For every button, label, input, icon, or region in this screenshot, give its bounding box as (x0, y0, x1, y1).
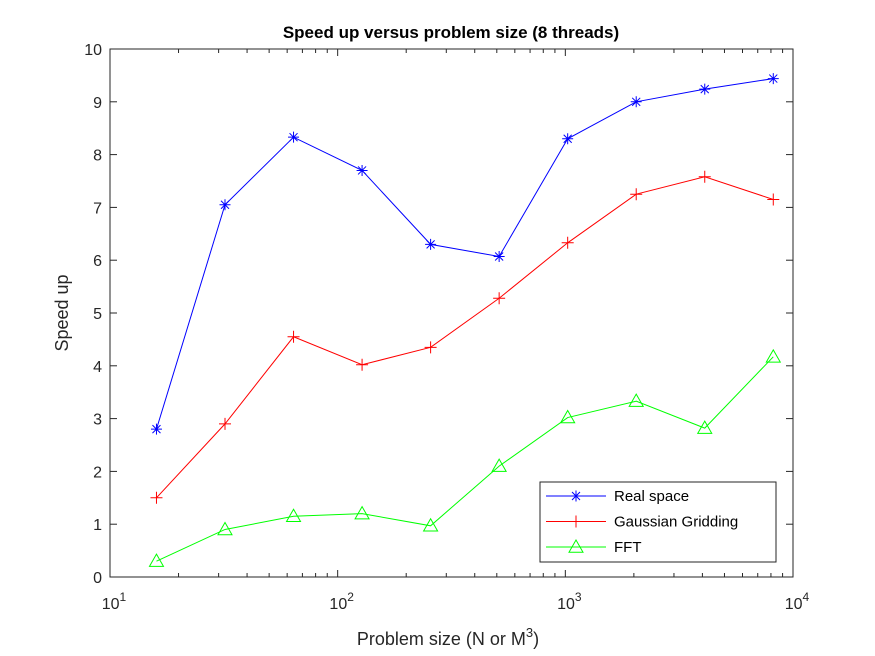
y-axis-label: Speed up (52, 274, 72, 351)
x-axis-label-superscript: 3 (526, 625, 533, 640)
x-axis-label-end: ) (533, 629, 539, 649)
legend-label: Gaussian Gridding (614, 514, 738, 531)
y-tick-label: 5 (93, 306, 102, 323)
data-point (219, 417, 232, 430)
data-point (493, 292, 506, 305)
y-tick-label: 6 (93, 253, 102, 270)
legend-item: Gaussian Gridding (546, 514, 738, 531)
data-point (699, 83, 711, 95)
series-gaussian-gridding (150, 170, 780, 504)
data-point (287, 330, 300, 343)
data-point (148, 553, 165, 567)
y-tick-label: 0 (93, 570, 102, 587)
legend-label: FFT (614, 539, 642, 556)
data-point (424, 341, 437, 354)
legend-marker (568, 538, 584, 553)
plot-frame (109, 48, 794, 578)
data-point (150, 491, 163, 504)
x-axis-label: Problem size (N or M3) (357, 625, 539, 649)
data-point (696, 420, 713, 434)
series-line (156, 356, 774, 562)
data-point (630, 188, 643, 201)
x-axis-label-main: Problem size (N or M (357, 629, 526, 649)
data-point (285, 508, 302, 523)
data-point (562, 133, 574, 145)
data-point (561, 236, 574, 249)
series-line (156, 176, 774, 499)
legend-item: FFT (546, 538, 642, 556)
data-point (356, 164, 368, 176)
chart-title: Speed up versus problem size (8 threads) (283, 23, 619, 42)
legend-item: Real space (546, 488, 689, 505)
data-point (493, 251, 505, 263)
y-tick-label: 2 (93, 464, 102, 481)
y-tick-label: 8 (93, 148, 102, 165)
data-point (698, 170, 711, 183)
series-fft (148, 348, 782, 567)
data-point (217, 521, 233, 536)
y-tick-label: 1 (93, 517, 102, 534)
y-tick-label: 4 (93, 359, 102, 376)
series-real-space (150, 73, 779, 435)
x-tick-label: 104 (785, 590, 810, 613)
data-point (630, 96, 642, 108)
legend-label: Real space (614, 488, 689, 505)
x-tick-label: 103 (557, 590, 582, 613)
data-point (219, 199, 231, 211)
series-layer (148, 73, 782, 567)
x-tick-label: 101 (102, 590, 127, 613)
data-point (356, 358, 369, 371)
data-point (491, 458, 508, 472)
y-tick-label: 10 (84, 42, 102, 59)
series-line (155, 78, 774, 430)
y-tick-label: 7 (93, 200, 102, 217)
data-point (559, 409, 576, 424)
legend-marker (570, 515, 582, 528)
legend: Real space Gaussian Gridding FFT (539, 481, 777, 563)
data-point (354, 505, 370, 520)
data-point (767, 73, 779, 85)
data-point (288, 131, 300, 143)
data-point (425, 238, 437, 250)
data-point (767, 193, 780, 206)
data-point (150, 423, 162, 435)
x-tick-label: 102 (329, 590, 354, 613)
axis-ticks: 0 1 2 3 4 5 6 7 8 9 10 101 102 103 104 (84, 42, 809, 613)
data-point (765, 348, 782, 363)
data-point (422, 517, 439, 532)
data-point (628, 393, 645, 407)
y-tick-label: 3 (93, 412, 102, 429)
legend-marker (570, 490, 582, 502)
y-tick-label: 9 (93, 95, 102, 112)
